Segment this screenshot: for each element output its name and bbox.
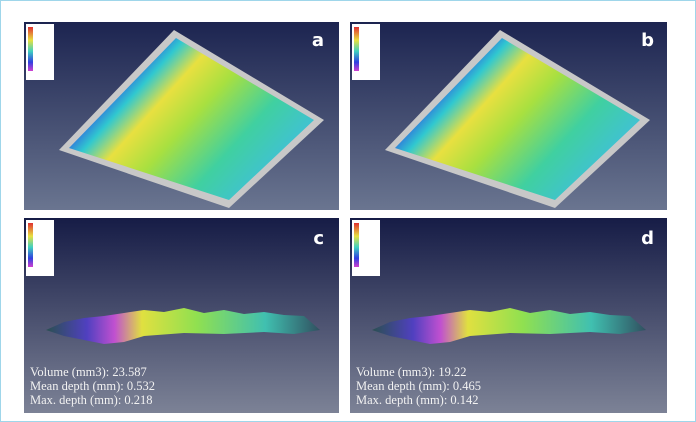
panel-label: d (641, 228, 654, 249)
info-line: Mean depth (mm): 0.465 (356, 379, 481, 393)
panel-label: a (312, 30, 324, 51)
figure: a b c Volume (mm3): 23.587 Mean depth (m… (0, 0, 696, 422)
panel-label: c (313, 228, 324, 249)
info-line: Mean depth (mm): 0.532 (30, 379, 155, 393)
info-line: Volume (mm3): 23.587 (30, 365, 147, 379)
panel: a (24, 22, 339, 210)
panel-label: b (641, 30, 654, 51)
panel: b (350, 22, 667, 210)
panel: d Volume (mm3): 19.22 Mean depth (mm): 0… (350, 218, 667, 413)
info-line: Max. depth (mm): 0.218 (30, 393, 153, 407)
panel: c Volume (mm3): 23.587 Mean depth (mm): … (24, 218, 339, 413)
info-line: Max. depth (mm): 0.142 (356, 393, 479, 407)
info-line: Volume (mm3): 19.22 (356, 365, 467, 379)
